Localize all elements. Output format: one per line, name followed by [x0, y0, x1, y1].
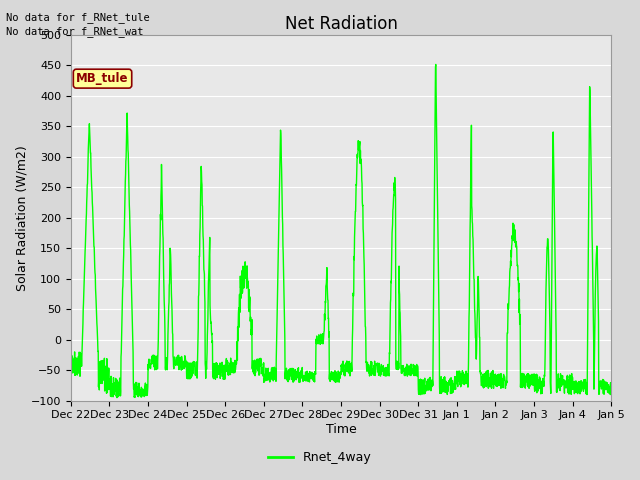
Title: Net Radiation: Net Radiation	[285, 15, 397, 33]
Text: No data for f_RNet_tule: No data for f_RNet_tule	[6, 12, 150, 23]
Text: No data for f_RNet_wat: No data for f_RNet_wat	[6, 26, 144, 37]
Y-axis label: Solar Radiation (W/m2): Solar Radiation (W/m2)	[15, 145, 28, 290]
Legend: Rnet_4way: Rnet_4way	[263, 446, 377, 469]
Text: MB_tule: MB_tule	[76, 72, 129, 85]
X-axis label: Time: Time	[326, 423, 356, 436]
